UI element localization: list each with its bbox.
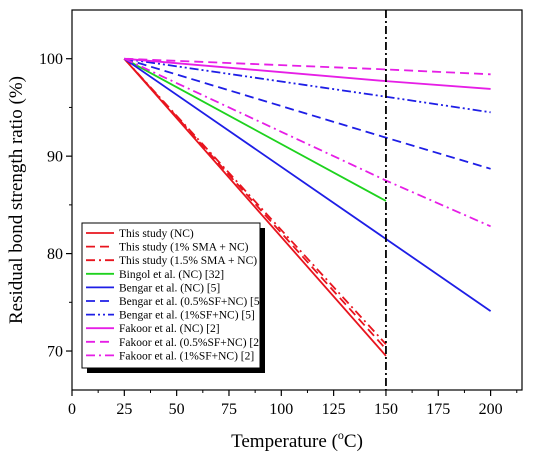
series-line-2 [123, 58, 387, 350]
plot-frame [71, 9, 523, 391]
legend-label: Fakoor et al. (1%SF+NC) [2] [119, 350, 254, 362]
legend-label: Fakoor et al. (0.5%SF+NC) [2] [119, 337, 263, 349]
x-tick-label: 25 [116, 401, 132, 418]
series-line-3 [123, 58, 387, 345]
x-axis-title: Temperature (oC) [231, 428, 363, 452]
x-tick-label: 150 [374, 401, 398, 418]
y-tick-label: 100 [39, 51, 63, 68]
x-tick-label: 75 [221, 401, 237, 418]
legend-label: Bengar et al. (NC) [5] [119, 282, 220, 294]
legend: This study (NC) This study (1% SMA + NC)T… [81, 222, 265, 373]
legend-label: Fakoor et al. (NC) [2] [119, 323, 220, 335]
series-line-10 [123, 57, 491, 228]
legend-label: This study (1% SMA + NC) [119, 242, 249, 254]
y-tick-label: 80 [47, 246, 63, 263]
series-line-1 [123, 58, 387, 357]
legend-label: Bengar et al. (0.5%SF+NC) [5] [119, 296, 263, 308]
x-tick-label: 200 [479, 401, 503, 418]
x-tick-label: 125 [322, 401, 346, 418]
series-line-6 [124, 57, 491, 170]
legend-label: Bingol et al. (NC) [32] [119, 269, 224, 281]
series-line-4 [123, 57, 387, 202]
legend-label: Bengar et al. (1%SF+NC) [5] [119, 310, 255, 322]
x-tick-label: 0 [68, 401, 76, 418]
axis-ticks-layer: 0 25 50 75 100 125 150 175 200 70 80 90 100 [39, 51, 518, 418]
y-tick-label: 70 [47, 344, 63, 361]
series-line-9 [124, 57, 491, 76]
x-tick-label: 175 [426, 401, 450, 418]
x-tick-label: 100 [269, 401, 293, 418]
y-tick-label: 90 [47, 149, 63, 166]
y-axis-title: Residual bond strength ratio (%) [6, 76, 27, 324]
x-tick-label: 50 [169, 401, 185, 418]
legend-label: This study (1.5% SMA + NC) [119, 255, 257, 267]
legend-box [81, 222, 261, 369]
legend-label: This study (NC) [119, 228, 194, 240]
